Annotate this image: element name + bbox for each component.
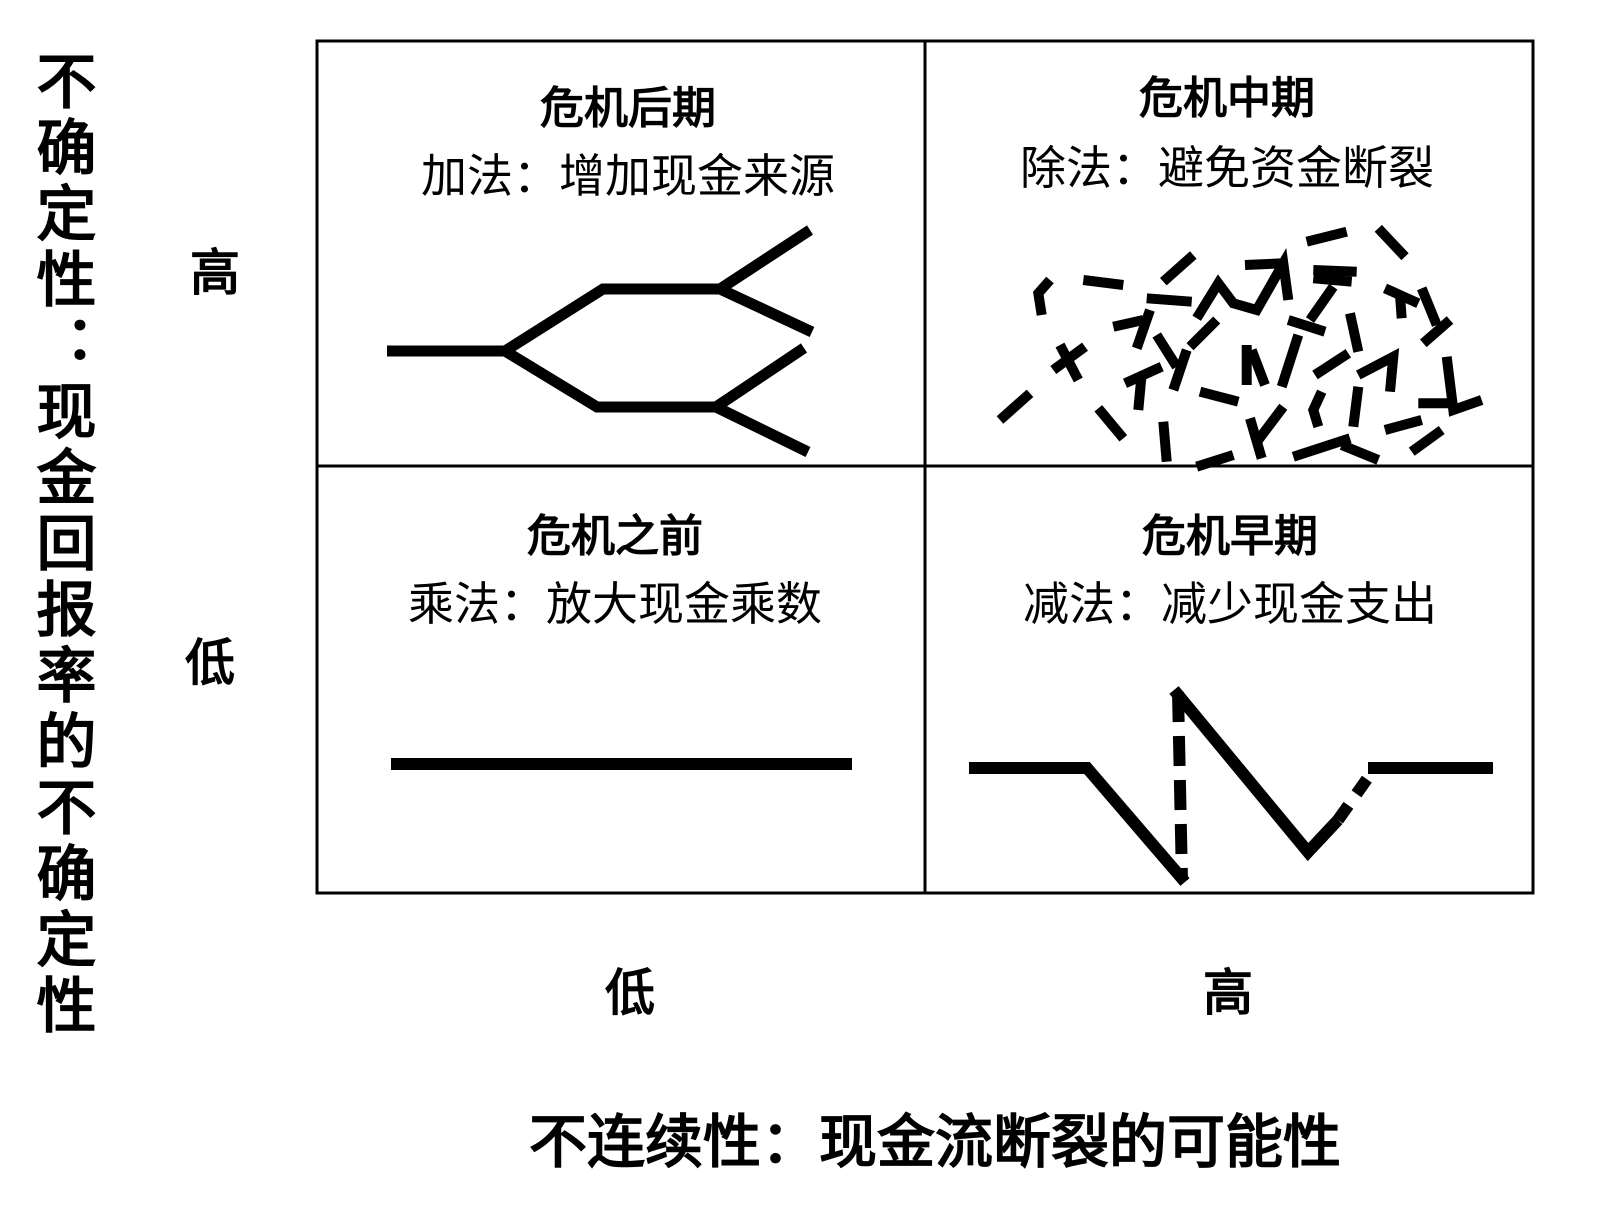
scribble-dash [1395,294,1407,319]
x-level-high: 高 [1203,964,1253,1022]
scribble-dash [1168,348,1192,392]
quadrant-top-left-title: 危机后期 [540,83,716,134]
scribble-dash [1348,386,1364,428]
scribble-dash [1195,450,1235,472]
scribble-dash [1312,273,1353,287]
scribble-dash [1198,386,1240,407]
quadrant-bottom-left-subtitle: 乘法：放大现金乘数 [408,577,822,631]
scribble-dash [1146,293,1193,307]
scribble-dash [1305,226,1348,247]
scribble-dash [1112,315,1145,332]
scribble-dash [1082,275,1124,290]
scribble-dash [1355,348,1400,393]
scribble-dash [1345,312,1364,353]
scribble-dash [1408,425,1445,456]
scribble-dash [1254,403,1288,444]
scribble-dash [1032,276,1054,316]
scribble-dash [1131,308,1155,350]
scribble-dash [1094,405,1128,442]
scribble-dash [1159,251,1197,286]
scribble-dash [1374,224,1409,261]
chaotic-dashes-icon [996,224,1484,472]
scribble-dash [1312,349,1352,380]
broken-zigzag-icon [969,686,1493,886]
scribble-dash [1133,372,1147,411]
y-axis-label: 不确定性：现金回报率的不确定性 [26,50,96,1040]
scribble-dash [1192,247,1294,321]
scribble-dash [1286,315,1327,337]
scribble-dash [1420,316,1454,348]
scribble-dash [1291,433,1352,462]
scribble-dash [1245,416,1267,460]
scribble-dash [1417,286,1442,327]
branching-paths-icon [387,225,815,457]
x-level-low: 低 [605,964,655,1022]
quadrant-bottom-left-title: 危机之前 [527,511,703,562]
quadrant-bottom-right-subtitle: 减法：减少现金支出 [1023,577,1437,631]
scribble-dash [1307,389,1327,429]
scribble-dash [1152,332,1181,370]
matrix-grid [315,39,1535,895]
y-level-low: 低 [185,634,235,692]
quadrant-top-right-subtitle: 除法：避免资金断裂 [1020,141,1434,195]
scribble-dash [1244,258,1284,270]
scribble-dash [1305,283,1338,323]
scribble-dash [1441,356,1484,417]
scribble-dash [1276,333,1304,389]
scribble-dash [1247,348,1270,387]
scribble-dash [1186,316,1221,351]
quadrant-top-right-title: 危机中期 [1139,73,1315,124]
scribble-dash [1313,265,1357,277]
quadrant-top-left-subtitle: 加法：增加现金来源 [421,149,835,203]
scribble-dash [996,389,1034,424]
scribble-dash [1339,440,1381,465]
scribble-dash [1158,421,1172,463]
y-level-high: 高 [190,244,240,302]
scribble-dash [1383,415,1424,435]
quadrant-bottom-right-title: 危机早期 [1142,511,1318,562]
x-axis-label: 不连续性：现金流断裂的可能性 [528,1108,1341,1176]
scribble-dash [1055,342,1083,383]
